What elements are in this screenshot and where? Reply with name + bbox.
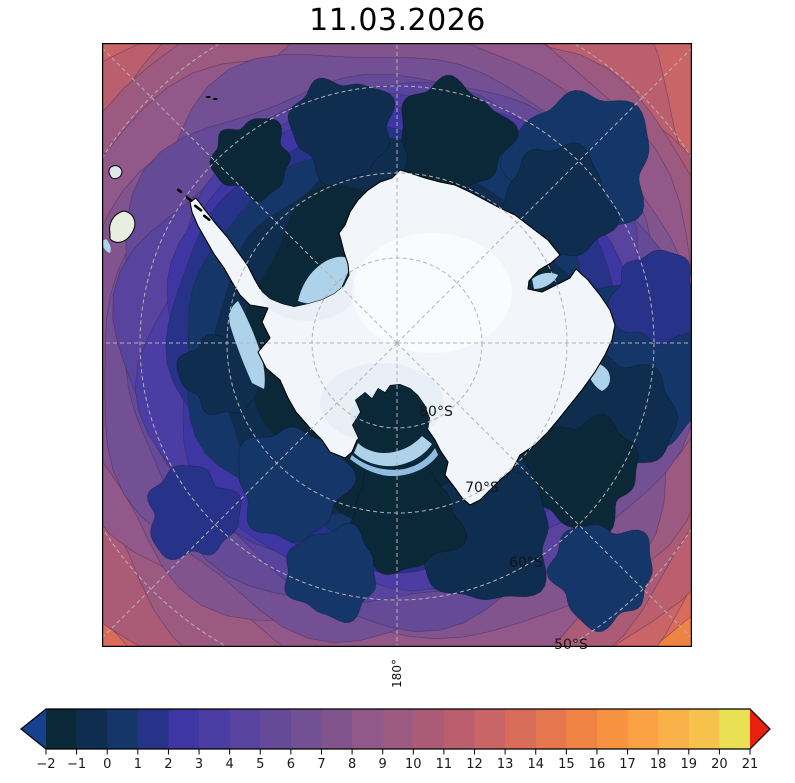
date-title: 11.03.2026 [309, 3, 486, 38]
colorbar-cell [46, 709, 78, 749]
colorbar-cell [596, 709, 628, 749]
colorbar-cell [290, 709, 322, 749]
colorbar-cell [260, 709, 292, 749]
latitude-circle [139, 85, 655, 601]
colorbar-tick-label: 13 [497, 757, 514, 772]
longitude-label-180: 180° [389, 659, 404, 688]
antarctica-sst-map [102, 43, 692, 647]
colorbar-cell [443, 709, 475, 749]
island-ice-fringe [102, 239, 111, 253]
south-shetland-islet [184, 195, 193, 203]
colorbar-cell [107, 709, 139, 749]
colorbar-cell [719, 709, 751, 749]
sst-patch [238, 426, 357, 543]
colorbar-tick-label: 2 [164, 757, 172, 772]
colorbar-over-arrow [750, 709, 770, 749]
small-islet [206, 96, 211, 98]
colorbar-tick-label: 6 [287, 757, 295, 772]
colorbar-tick-label: 7 [317, 757, 325, 772]
south-shetland-islet [202, 214, 211, 222]
map-frame [102, 43, 692, 647]
colorbar-cell [321, 709, 353, 749]
colorbar-tick-label: 21 [742, 757, 759, 772]
colorbar-cell [474, 709, 506, 749]
sst-patch [401, 74, 519, 193]
colorbar-cell [137, 709, 169, 749]
colorbar-tick-label: 9 [379, 757, 387, 772]
colorbar-tick-label: −2 [36, 757, 55, 772]
colorbar-tick-labels: −2 −1 0 1 2 3 4 5 6 7 8 9 10 11 12 13 14 15 16 17 18 19 20 21 [36, 757, 758, 772]
colorbar-cell [76, 709, 108, 749]
colorbar-cell [535, 709, 567, 749]
colorbar-tick-label: 16 [589, 757, 606, 772]
colorbar-tick-label: 15 [558, 757, 575, 772]
south-shetland-islet [176, 188, 183, 194]
sst-patch [284, 522, 377, 624]
colorbar-tick-label: 10 [405, 757, 422, 772]
ross-sea-ice [354, 436, 432, 467]
colorbar-tick-label: 14 [527, 757, 544, 772]
colorbar-cell [505, 709, 537, 749]
land-highlight [352, 233, 512, 353]
colorbar-cell [382, 709, 414, 749]
colorbar-tick-label: 17 [619, 757, 636, 772]
colorbar-tick-label: 1 [134, 757, 142, 772]
colorbar-cell [627, 709, 659, 749]
colorbar-tick-label: 11 [436, 757, 453, 772]
colorbar-tick-label: 18 [650, 757, 667, 772]
small-islet [213, 98, 218, 100]
colorbar-ticks [45, 749, 751, 755]
sst-patch [146, 465, 242, 560]
colorbar-tick-label: 20 [711, 757, 728, 772]
amery-sea-ice [532, 272, 558, 289]
colorbar-tick-label: −1 [67, 757, 86, 772]
ross-sea-ice-outer [350, 448, 438, 477]
colorbar-tick-label: 12 [466, 757, 483, 772]
colorbar-cell [229, 709, 261, 749]
colorbar-tick-label: 0 [103, 757, 111, 772]
colorbar-cell [658, 709, 690, 749]
colorbar-cell [352, 709, 384, 749]
sst-patch [209, 118, 292, 202]
colorbar-cell [688, 709, 720, 749]
sst-patch [341, 457, 468, 576]
colorbar-tick-label: 19 [681, 757, 698, 772]
south-orkney-island [108, 165, 123, 180]
bellingshausen-sea-ice [229, 301, 265, 389]
colorbar-cell [168, 709, 200, 749]
colorbar-cell [413, 709, 445, 749]
sst-patch [521, 414, 639, 537]
colorbar-cell [566, 709, 598, 749]
colorbar-tick-label: 3 [195, 757, 203, 772]
colorbar-tick-label: 8 [348, 757, 356, 772]
colorbar-cell [199, 709, 231, 749]
south-shetland-islet [193, 204, 203, 212]
sub-antarctic-islands [102, 96, 218, 253]
sst-patch [287, 77, 396, 186]
colorbar-tick-label: 5 [256, 757, 264, 772]
colorbar-cells [46, 709, 751, 749]
temperature-colorbar: −2 −1 0 1 2 3 4 5 6 7 8 9 10 11 12 13 14 15 16 17 18 19 20 21 [20, 708, 771, 772]
colorbar-under-arrow [21, 709, 46, 749]
south-georgia-island [109, 210, 136, 243]
colorbar-tick-label: 4 [226, 757, 234, 772]
